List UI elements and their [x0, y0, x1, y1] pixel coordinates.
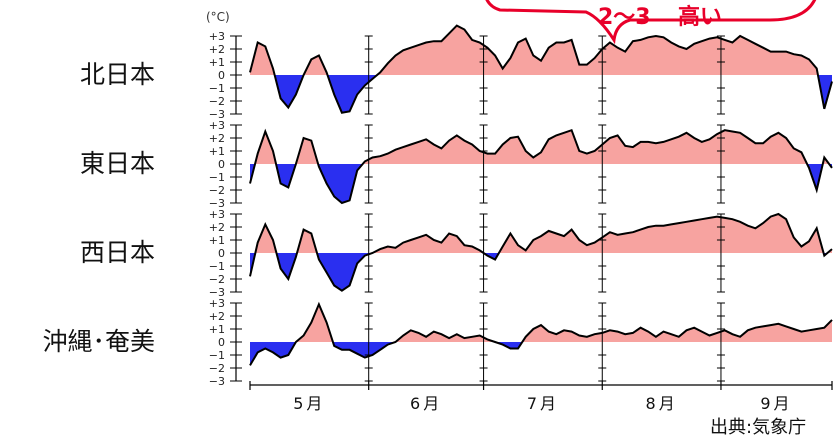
month-label: 5月	[293, 394, 325, 413]
y-tick-label: −1	[209, 260, 225, 273]
y-tick-label: +2	[209, 310, 225, 323]
warm-area	[250, 214, 832, 253]
callout-range: 2～3	[598, 5, 651, 30]
month-label: 9月	[760, 394, 792, 413]
y-tick-label: −1	[209, 171, 225, 184]
month-axis: 5月 6月 7月 8月 9月	[249, 381, 833, 413]
warm-area	[250, 304, 832, 342]
y-tick-label: 0	[218, 336, 225, 349]
y-tick-label: −1	[209, 82, 225, 95]
y-tick-label: −2	[209, 362, 225, 375]
region-label: 東日本	[80, 149, 155, 178]
region-label: 沖縄･奄美	[42, 327, 155, 356]
y-tick-label: +1	[209, 56, 225, 69]
y-tick-label: −3	[209, 197, 225, 210]
region-label: 北日本	[80, 60, 155, 89]
y-tick-label: −2	[209, 273, 225, 286]
y-tick-label: −2	[209, 184, 225, 197]
warm-area	[250, 130, 832, 164]
y-tick-label: +3	[209, 297, 225, 310]
y-tick-label: +3	[209, 30, 225, 43]
y-tick-label: +2	[209, 43, 225, 56]
unit-label: (°C)	[206, 10, 230, 24]
y-tick-label: +2	[209, 221, 225, 234]
panel-2: +3+2+10−1−2−3 東日本	[80, 119, 833, 210]
month-label: 8月	[646, 394, 678, 413]
panel-4: +3+2+10−1−2−3 沖縄･奄美	[42, 297, 833, 388]
y-tick-label: 0	[218, 247, 225, 260]
y-tick-label: −1	[209, 349, 225, 362]
chart-panels: +3+2+10−1−2−3北日本+3+2+10−1−2−3東日本+3+2+10−…	[42, 24, 833, 388]
anomaly-line	[249, 24, 833, 114]
panel-1: +3+2+10−1−2−3 北日本	[80, 24, 833, 121]
y-tick-label: 0	[218, 69, 225, 82]
y-tick-label: +3	[209, 119, 225, 132]
source-label: 出典:気象庁	[710, 417, 806, 438]
callout-word: 高い	[678, 4, 722, 30]
y-tick-label: −3	[209, 108, 225, 121]
anomaly-line	[249, 212, 833, 292]
month-label: 7月	[527, 394, 559, 413]
anomaly-line	[249, 128, 833, 205]
y-tick-label: 0	[218, 158, 225, 171]
panel-3: +3+2+10−1−2−3 西日本	[80, 208, 833, 299]
callout-balloon	[485, 0, 817, 45]
warm-area	[250, 26, 832, 75]
y-tick-label: −3	[209, 286, 225, 299]
y-tick-label: +2	[209, 132, 225, 145]
y-tick-label: −3	[209, 375, 225, 388]
y-tick-label: −2	[209, 95, 225, 108]
month-label: 6月	[410, 394, 442, 413]
y-tick-label: +3	[209, 208, 225, 221]
y-tick-label: +1	[209, 145, 225, 158]
region-label: 西日本	[80, 238, 155, 267]
anomaly-line	[249, 301, 833, 366]
cold-area	[250, 342, 832, 366]
y-tick-label: +1	[209, 323, 225, 336]
y-tick-label: +1	[209, 234, 225, 247]
